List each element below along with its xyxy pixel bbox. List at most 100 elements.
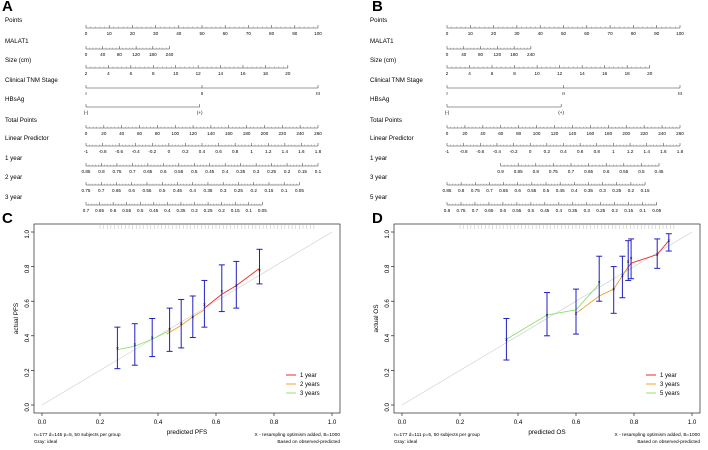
- nomogram-b-tick-label: 0.65: [484, 208, 493, 213]
- nomogram-a-row-label: Linear Predictor: [5, 135, 49, 142]
- nomogram-b-tick-label: 0.4: [571, 188, 578, 193]
- nomogram-a-row-label: Clinical TNM Stage: [5, 77, 58, 84]
- nomogram-b-tick-label: 10: [468, 31, 474, 36]
- nomogram-b-row-label: 1 year: [370, 155, 387, 162]
- nomogram-a-tick-label: 180: [149, 52, 157, 57]
- nomogram-b-tick-label: 60: [498, 131, 504, 136]
- nomogram-a-tick-label: (-): [84, 110, 89, 115]
- nomogram-a-tick-label: -0.2: [148, 149, 156, 154]
- nomogram-b-tick-label: 70: [608, 31, 614, 36]
- nomogram-a-row-label: Total Points: [5, 117, 37, 124]
- nomogram-b-tick-label: 0.55: [527, 188, 536, 193]
- plot-c-footer-right: Based on observed-predicted: [277, 439, 340, 445]
- nomogram-b-tick-label: 1: [612, 149, 615, 154]
- plot-d-x-tick-label: 0.0: [398, 419, 407, 426]
- nomogram-b-tick-label: 0.45: [540, 208, 549, 213]
- nomogram-a-tick-label: 0.7: [98, 188, 105, 193]
- nomogram-b-row-label: Size (cm): [370, 57, 396, 64]
- nomogram-a-tick-label: 160: [225, 131, 233, 136]
- nomogram-b-tick-label: 6: [491, 71, 494, 76]
- nomogram-b-tick-label: 10: [535, 71, 541, 76]
- nomogram-a-tick-label: 0.75: [112, 169, 121, 174]
- nomogram-b-tick-label: 0.7: [568, 169, 575, 174]
- nomogram-b-tick-label: 0.65: [499, 188, 508, 193]
- nomogram-a-tick-label: 0.65: [143, 169, 152, 174]
- nomogram-a-tick-label: 60: [137, 131, 143, 136]
- nomogram-a-tick-label: 0: [85, 31, 88, 36]
- nomogram-a-tick-label: 100: [314, 31, 322, 36]
- nomogram-a-row-label: 2 year: [5, 174, 22, 181]
- nomogram-b-tick-label: 16: [602, 71, 608, 76]
- nomogram-a-tick-label: 140: [207, 131, 215, 136]
- nomogram-a-tick-label: 80: [155, 131, 161, 136]
- plot-d-x-tick-label: 0.4: [514, 419, 523, 426]
- plot-c-point-marker: ×: [235, 284, 238, 290]
- nomogram-b-tick-label: 0.5: [543, 188, 550, 193]
- nomogram-a-tick-label: 0.15: [298, 169, 307, 174]
- nomogram-a-tick-label: 120: [132, 52, 140, 57]
- nomogram-b-row-label: Clinical TNM Stage: [370, 77, 423, 84]
- nomogram-b-tick-label: -0.8: [460, 149, 468, 154]
- nomogram-b-tick-label: 180: [510, 52, 518, 57]
- plot-c-x-tick-label: 0.2: [96, 419, 105, 426]
- nomogram-b-tick-label: -0.2: [510, 149, 518, 154]
- nomogram-b-tick-label: 40: [461, 52, 467, 57]
- plot-d-point-marker: ×: [612, 287, 615, 293]
- plot-d-footer-right: X - resampling optimism added, B=1000: [615, 432, 701, 438]
- nomogram-b-tick-label: 0: [446, 52, 449, 57]
- nomogram-b-tick-label: II: [562, 91, 565, 96]
- nomogram-b-tick-label: 0.15: [641, 188, 650, 193]
- nomogram-a-tick-label: 0.4: [199, 149, 206, 154]
- plot-d-point-marker: ×: [656, 252, 659, 258]
- nomogram-b-row-label: 5 year: [370, 194, 387, 201]
- nomogram-b-row-label: HBsAg: [370, 96, 390, 103]
- nomogram-b-tick-label: 8: [513, 71, 516, 76]
- nomogram-a-tick-label: -0.8: [99, 149, 107, 154]
- nomogram-a-tick-label: 0.65: [112, 188, 121, 193]
- nomogram-a-tick-label: -1: [84, 149, 89, 154]
- nomogram-a-tick-label: 240: [166, 52, 174, 57]
- plot-c-legend-label: 2 years: [300, 382, 320, 388]
- nomogram-a-tick-label: 0.55: [143, 188, 152, 193]
- plot-c-x-tick-label: 1.0: [328, 419, 337, 426]
- nomogram-a-row-label: HBsAg: [5, 96, 25, 103]
- nomogram-a-tick-label: 90: [292, 31, 298, 36]
- nomogram-b-tick-label: 4: [468, 71, 471, 76]
- nomogram-a-tick-label: 0.6: [215, 149, 222, 154]
- nomogram-b-tick-label: 12: [557, 71, 563, 76]
- plot-d-point-marker: ×: [575, 311, 578, 317]
- nomogram-b-tick-label: 0.15: [624, 208, 633, 213]
- nomogram-a-row-label: MALAT1: [5, 38, 29, 45]
- nomogram-b-tick-label: 2: [446, 71, 449, 76]
- panel-b-letter: B: [372, 0, 383, 15]
- nomogram-b-tick-label: 0.05: [652, 208, 661, 213]
- nomogram-b-tick-label: 18: [625, 71, 631, 76]
- plot-c-ideal-line: [41, 231, 333, 406]
- nomogram-a-tick-label: 0.45: [173, 188, 182, 193]
- nomogram-b-tick-label: 0.35: [568, 208, 577, 213]
- nomogram-b-tick-label: -0.4: [493, 149, 501, 154]
- nomogram-a-tick-label: 0.3: [220, 188, 227, 193]
- nomogram-b-tick-label: 14: [580, 71, 586, 76]
- nomogram-a-tick-label: 80: [269, 31, 275, 36]
- plot-c-y-tick-label: 0.2: [24, 368, 31, 377]
- nomogram-b-tick-label: 50: [561, 31, 567, 36]
- plot-c-point-marker: ×: [203, 303, 206, 309]
- nomogram-b-tick-label: 0.9: [497, 169, 504, 174]
- nomogram-a-tick-label: 0: [85, 52, 88, 57]
- plot-c-y-tick-label: 0.6: [24, 299, 31, 308]
- panel-c-letter: C: [2, 210, 13, 227]
- nomogram-a-tick-label: 0.3: [253, 169, 260, 174]
- nomogram-a-tick-label: -0.4: [132, 149, 140, 154]
- plot-d-y-tick-label: 0.6: [384, 299, 391, 308]
- nomogram-b-tick-label: 80: [631, 31, 637, 36]
- nomogram-b-tick-label: 0.8: [444, 208, 451, 213]
- nomogram-b-tick-label: 0.85: [443, 188, 452, 193]
- nomogram-a-tick-label: 0: [85, 131, 88, 136]
- nomogram-a-tick-label: 0.5: [137, 208, 144, 213]
- nomogram-b-tick-label: 60: [584, 31, 590, 36]
- nomogram-a-tick-label: 20: [285, 71, 291, 76]
- nomogram-b-tick-label: 220: [640, 131, 648, 136]
- nomogram-a-tick-label: 260: [314, 131, 322, 136]
